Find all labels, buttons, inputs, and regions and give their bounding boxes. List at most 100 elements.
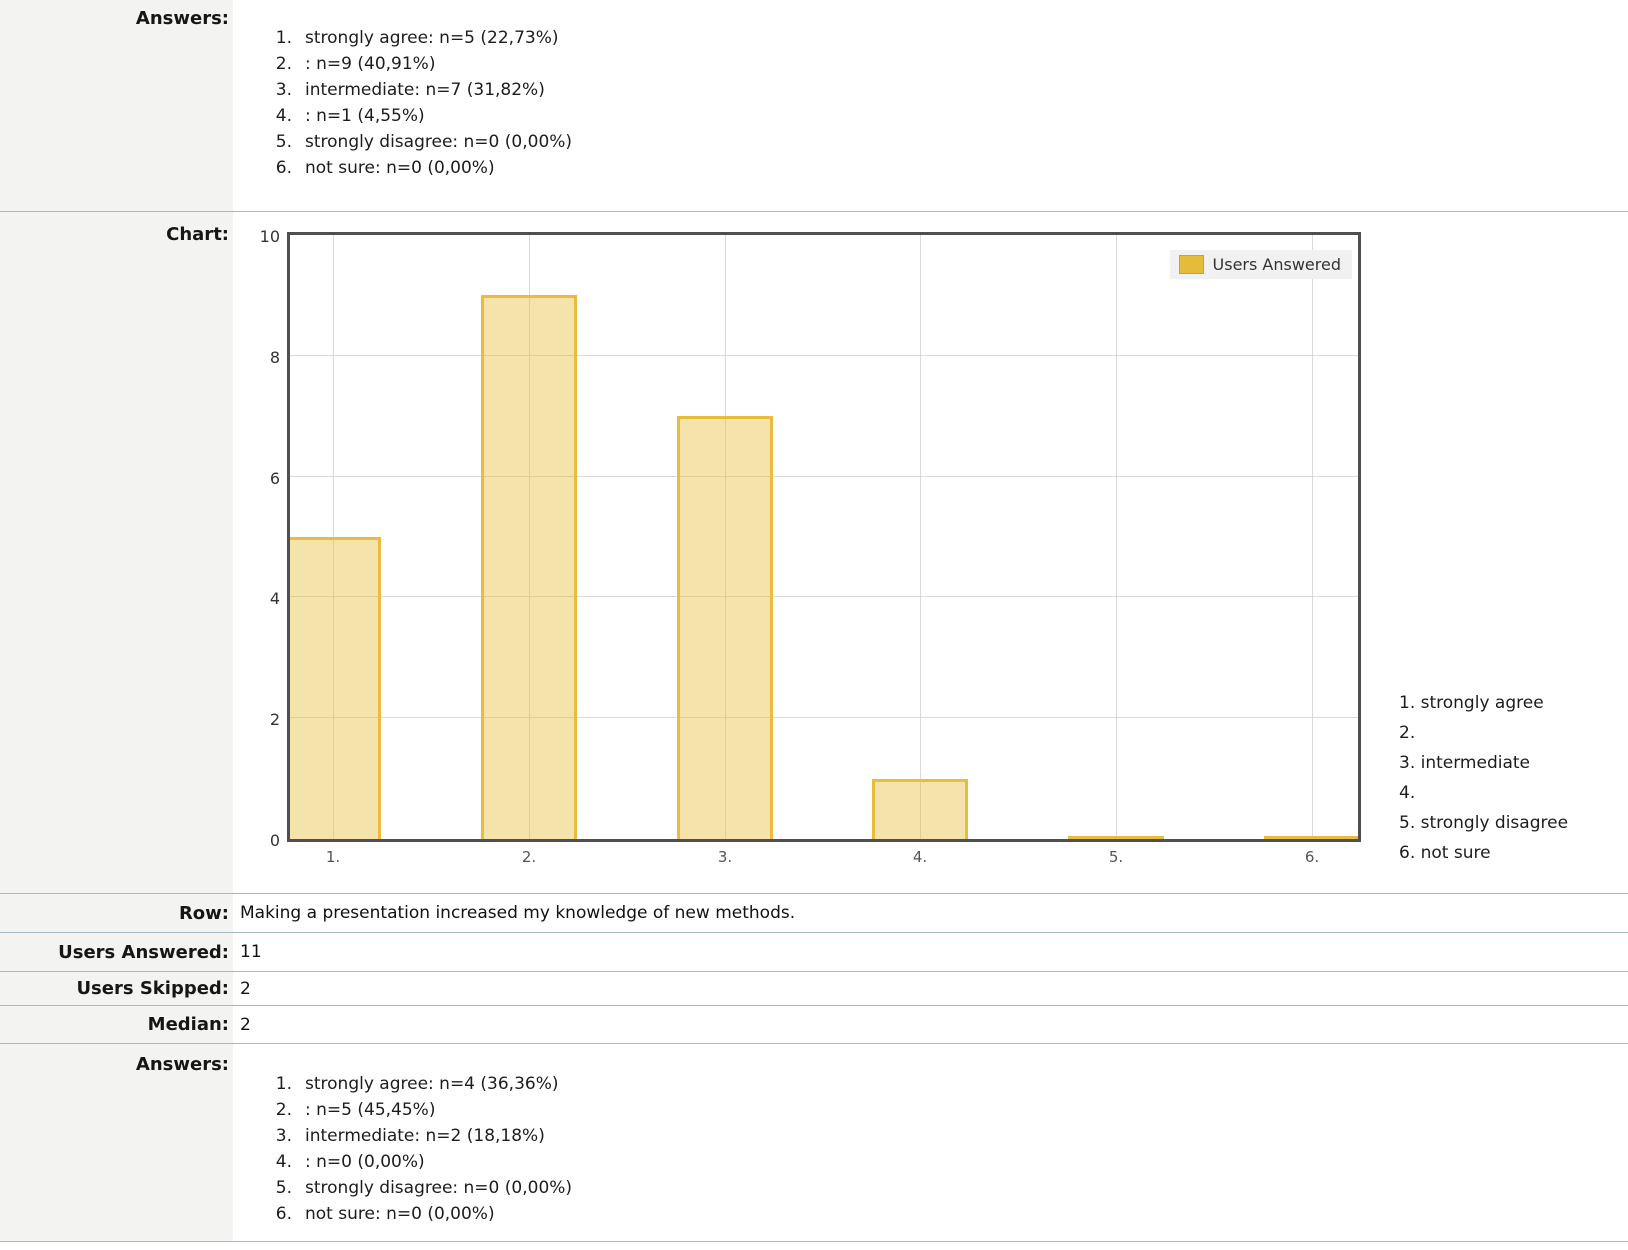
meta-row-3: Users Skipped: 2 [0,971,1628,1005]
answer-item-text: intermediate: n=2 (18,18%) [305,1126,545,1146]
v-gridline [1116,235,1117,839]
chart-label-strip [0,212,233,893]
answer-item-number: 2. [275,1100,292,1120]
answer-item: 6. not sure: n=0 (0,00%) [266,155,1628,181]
meta-row-label: Users Answered: [58,941,229,963]
answer-item-text: intermediate: n=7 (31,82%) [305,80,545,100]
v-gridline [529,235,530,839]
answer-item: 5. strongly disagree: n=0 (0,00%) [266,1175,1628,1201]
category-label: 4. [1399,783,1416,803]
answer-item: 2. : n=5 (45,45%) [266,1097,1628,1123]
answers-section-bottom: Answers: 1. strongly agree: n=4 (36,36%) 2… [0,1043,1628,1242]
h-gridline [290,475,1358,477]
y-tick-label: 0 [269,831,280,850]
answers-list-top: 1. strongly agree: n=5 (22,73%) 2. : n=9 (4… [233,25,1628,181]
y-tick-label: 8 [269,348,280,367]
bar-category-4 [872,778,968,839]
chart-category-list: 1. strongly agree 2. 3. intermediate 4. 5. s… [1399,688,1568,868]
meta-row-label-cell: Users Skipped: [0,972,233,1005]
answer-item-text: : n=1 (4,55%) [305,106,425,126]
meta-row-value: 2 [233,978,1628,999]
answer-item-text: : n=5 (45,45%) [305,1100,436,1120]
y-tick-label: 2 [269,710,280,729]
v-gridline [920,235,921,839]
answers-top-content: 1. strongly agree: n=5 (22,73%) 2. : n=9 (4… [233,0,1628,211]
x-tick-label: 2. [521,848,537,866]
meta-row-4: Median: 2 [0,1005,1628,1043]
answer-item-number: 3. [275,80,292,100]
chart-legend: Users Answered [1169,250,1352,279]
bar-category-6 [1264,836,1358,839]
answer-item-text: not sure: n=0 (0,00%) [305,158,495,178]
answer-item: 1. strongly agree: n=5 (22,73%) [266,25,1628,51]
h-gridline [290,354,1358,356]
category-label: 6. not sure [1399,843,1491,863]
answer-item: 3. intermediate: n=7 (31,82%) [266,77,1628,103]
chart-section: Chart: Users Answered 0 2 4 6 8 10 1. 2. 3. 4. 5.… [0,211,1628,893]
answer-item: 2. : n=9 (40,91%) [266,51,1628,77]
h-gridline [290,717,1358,719]
answer-item-number: 5. [275,1178,292,1198]
bottom-filler [0,1242,1628,1250]
category-label: 1. strongly agree [1399,693,1544,713]
bar-category-5 [1068,836,1164,839]
answer-item-text: : n=9 (40,91%) [305,54,436,74]
answer-item-number: 6. [275,158,292,178]
category-label: 3. intermediate [1399,753,1531,773]
answer-item: 1. strongly agree: n=4 (36,36%) [266,1071,1628,1097]
legend-swatch-icon [1178,255,1204,274]
meta-row-value: 11 [233,942,1628,962]
meta-row-2: Users Answered: 11 [0,932,1628,971]
answer-item: 3. intermediate: n=2 (18,18%) [266,1123,1628,1149]
meta-row-label-cell: Median: [0,1006,233,1043]
answer-item-number: 5. [275,132,292,152]
answer-item-number: 4. [275,106,292,126]
answer-item-number: 2. [275,54,292,74]
answer-item: 6. not sure: n=0 (0,00%) [266,1201,1628,1227]
answer-item-text: not sure: n=0 (0,00%) [305,1204,495,1224]
answer-item-number: 3. [275,1126,292,1146]
meta-row-1: Row: Making a presentation increased my k… [0,893,1628,932]
answer-item-number: 4. [275,1152,292,1172]
bar-chart-plot: Users Answered [287,232,1361,842]
bar-category-3 [677,416,773,839]
y-tick-label: 6 [269,469,280,488]
x-tick-label: 4. [912,848,928,866]
answer-item: 4. : n=0 (0,00%) [266,1149,1628,1175]
answer-item-text: strongly agree: n=5 (22,73%) [305,28,559,48]
meta-row-value: Making a presentation increased my knowl… [233,903,1628,923]
meta-row-value: 2 [233,1014,1628,1035]
answers-bottom-label-cell: Answers: [0,1044,233,1241]
answers-list-bottom: 1. strongly agree: n=4 (36,36%) 2. : n=5 (4… [233,1071,1628,1227]
category-label: 2. [1399,723,1416,743]
meta-rows: Row: Making a presentation increased my k… [0,893,1628,1043]
x-tick-label: 1. [325,848,341,866]
bar-category-1 [290,537,381,839]
v-gridline [1312,235,1313,839]
answer-item: 5. strongly disagree: n=0 (0,00%) [266,129,1628,155]
answers-top-label-cell: Answers: [0,0,233,211]
y-tick-label: 4 [269,589,280,608]
answer-item-number: 1. [275,28,292,48]
answer-item: 4. : n=1 (4,55%) [266,103,1628,129]
category-label: 5. strongly disagree [1399,813,1569,833]
answers-section-top: Answers: 1. strongly agree: n=5 (22,73%) 2… [0,0,1628,211]
answers-bottom-content: 1. strongly agree: n=4 (36,36%) 2. : n=5 (4… [233,1044,1628,1241]
meta-row-label: Row: [178,902,229,924]
answer-item-text: strongly disagree: n=0 (0,00%) [305,1178,573,1198]
answer-item-text: strongly agree: n=4 (36,36%) [305,1074,559,1094]
meta-row-label-cell: Users Answered: [0,933,233,971]
answer-item-text: : n=0 (0,00%) [305,1152,425,1172]
chart-label: Chart: [166,224,229,245]
meta-row-label: Median: [147,1014,229,1035]
v-gridline [725,235,726,839]
answers-bottom-label: Answers: [135,1054,229,1075]
answer-item-number: 1. [275,1074,292,1094]
answer-item-text: strongly disagree: n=0 (0,00%) [305,132,573,152]
y-tick-label: 10 [259,227,280,246]
answers-top-label: Answers: [135,8,229,29]
answer-item-number: 6. [275,1204,292,1224]
x-tick-label: 3. [717,848,733,866]
legend-label: Users Answered [1212,255,1341,274]
